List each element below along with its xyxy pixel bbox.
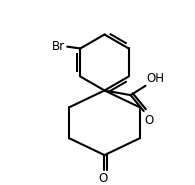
Text: OH: OH	[146, 72, 164, 85]
Text: Br: Br	[52, 40, 65, 53]
Text: O: O	[145, 114, 154, 127]
Text: O: O	[98, 172, 107, 185]
